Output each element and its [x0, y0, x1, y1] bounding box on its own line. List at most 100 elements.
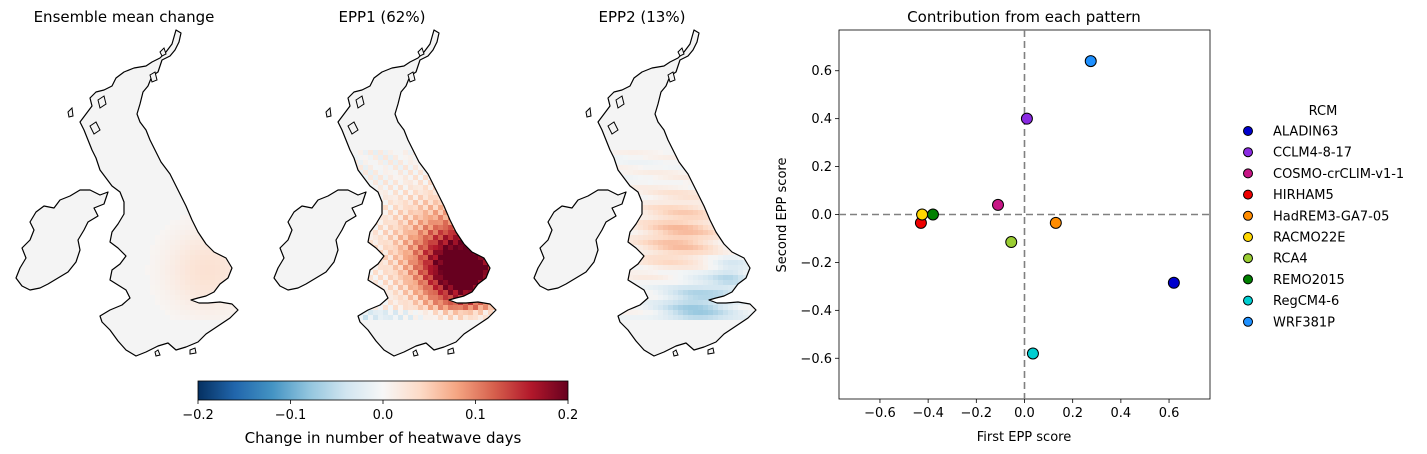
map-cell [473, 310, 478, 315]
map-cell [463, 210, 468, 215]
map-cell [493, 215, 496, 220]
map-cell [618, 155, 623, 160]
map-cell [643, 255, 648, 260]
map-cell [708, 285, 713, 290]
map-cell [748, 275, 753, 280]
map-cell [738, 310, 743, 315]
map-cell [433, 305, 438, 310]
map-cell [668, 255, 673, 260]
map-cell [693, 210, 698, 215]
map-cell [723, 160, 728, 165]
map-cell [713, 205, 718, 210]
map-cell [155, 285, 160, 290]
map-cell [738, 295, 743, 300]
map-cell [393, 225, 398, 230]
map-cell [628, 275, 633, 280]
map-cell [693, 190, 698, 195]
map-cell [438, 310, 443, 315]
map-cell [458, 205, 463, 210]
map-cell [373, 155, 378, 160]
map-cell [195, 245, 200, 250]
map-cell [210, 240, 215, 245]
y-tick-label: 0.4 [811, 112, 832, 127]
map-cell [693, 310, 698, 315]
map-cell [373, 175, 378, 180]
map-cell [443, 310, 448, 315]
map-cell [200, 270, 205, 275]
map-cell [718, 305, 723, 310]
map-cell [618, 240, 623, 245]
map-cell [683, 190, 688, 195]
map-cell [175, 270, 180, 275]
map-cell [423, 280, 428, 285]
map-cell [733, 170, 738, 175]
map-cell [668, 265, 673, 270]
map-cell [618, 220, 623, 225]
map-cell [393, 295, 398, 300]
map-cell [688, 270, 693, 275]
legend-label: HIRHAM5 [1273, 188, 1334, 203]
map-cell [210, 310, 215, 315]
map-cell [483, 305, 488, 310]
map-cell [423, 195, 428, 200]
map-cell [443, 195, 448, 200]
map-cell [688, 165, 693, 170]
map-cell [175, 295, 180, 300]
map-cell [453, 215, 458, 220]
map-cell [443, 260, 448, 265]
map-cell [175, 315, 180, 320]
map-cell [363, 240, 368, 245]
map-cell [363, 290, 368, 295]
map-cell [408, 220, 413, 225]
map-cell [175, 300, 180, 305]
map-cell [678, 215, 683, 220]
map-cell [468, 160, 473, 165]
map-cell [388, 280, 393, 285]
map-cell [713, 310, 718, 315]
map-cell [723, 195, 728, 200]
map-cell [180, 315, 185, 320]
map-cell [180, 280, 185, 285]
map-cell [463, 155, 468, 160]
map-cell [408, 280, 413, 285]
map-cell [698, 270, 703, 275]
map-cell [408, 180, 413, 185]
map-cell [718, 285, 723, 290]
map-cell [358, 265, 363, 270]
map-cell [628, 215, 633, 220]
map-cell [185, 265, 190, 270]
map-cell [230, 245, 235, 250]
map-cell [428, 280, 433, 285]
map-cell [643, 265, 648, 270]
map-cell [373, 200, 378, 205]
map-cell [708, 170, 713, 175]
map-cell [473, 215, 478, 220]
map-cell [458, 250, 463, 255]
map-cell [478, 215, 483, 220]
map-cell [718, 155, 723, 160]
map-cell [463, 220, 468, 225]
map-cell [643, 170, 648, 175]
map-cell [718, 255, 723, 260]
map-cell [180, 240, 185, 245]
map-cell [723, 165, 728, 170]
map-cell [653, 160, 658, 165]
map-cell [443, 165, 448, 170]
map-cell [638, 240, 643, 245]
map-cell [165, 280, 170, 285]
map-cell [418, 230, 423, 235]
map-cell [718, 280, 723, 285]
map-cell [225, 220, 230, 225]
map-cell [468, 150, 473, 155]
map-cell [418, 200, 423, 205]
map-cell [693, 160, 698, 165]
map-cell [353, 280, 358, 285]
map-cell [235, 220, 238, 225]
map-cell [413, 240, 418, 245]
map-cell [753, 245, 756, 250]
map-cell [453, 305, 458, 310]
map-cell [388, 200, 393, 205]
map-cell [433, 205, 438, 210]
map-cell [623, 175, 628, 180]
map-cell [633, 165, 638, 170]
